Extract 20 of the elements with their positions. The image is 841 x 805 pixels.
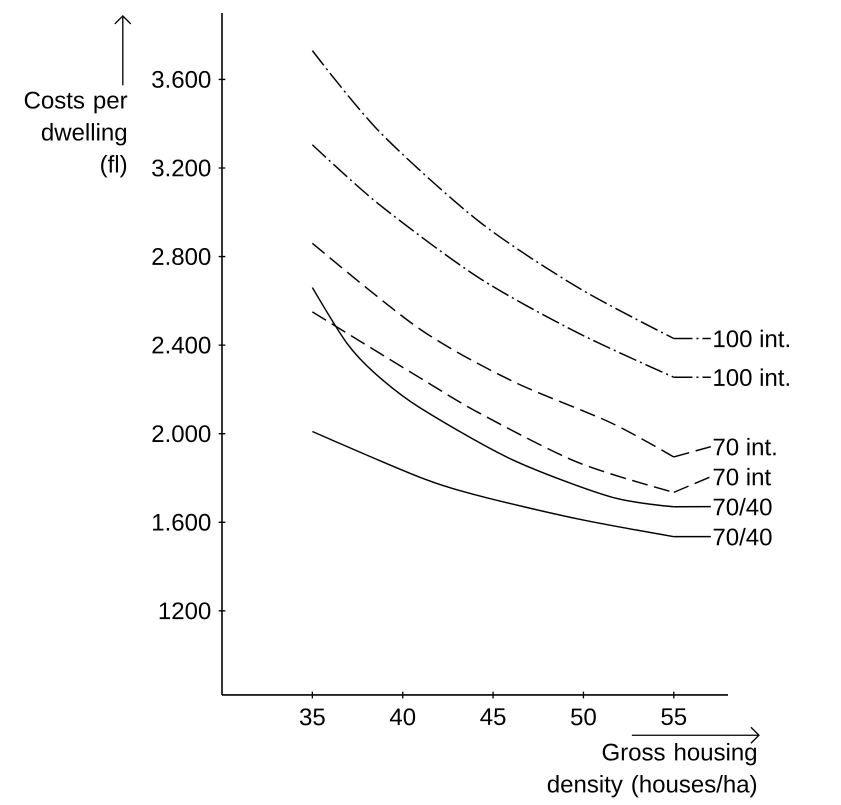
y-tick-label: 1.600: [153, 514, 210, 531]
y-tick-label: 3.600: [152, 70, 210, 88]
y-axis-title: Costs per dwelling (fl): [24, 92, 128, 178]
legend-label: 70/40: [714, 528, 772, 546]
x-tick-label: 35: [300, 708, 325, 726]
y-tick-label: 1200: [160, 602, 210, 620]
legend-label: 70/40: [714, 498, 772, 516]
y-tick-label: 2.000: [152, 425, 210, 442]
legend-label: 100 int.: [714, 368, 789, 386]
x-tick-label: 50: [571, 708, 596, 726]
x-tick-label: 45: [480, 708, 506, 726]
y-tick-label: 2.800: [152, 248, 210, 266]
y-tick-label: 2.400: [152, 336, 210, 354]
legend-label: 70 int.: [714, 438, 776, 456]
x-axis-title: Gross housing density (houses/ha): [548, 742, 756, 798]
x-tick-label: 55: [661, 708, 686, 726]
x-tick-label: 40: [390, 708, 416, 726]
legend-label: 100 int.: [714, 330, 789, 348]
legend-label: 70 int: [714, 468, 771, 486]
y-tick-label: 3.200: [152, 159, 210, 176]
